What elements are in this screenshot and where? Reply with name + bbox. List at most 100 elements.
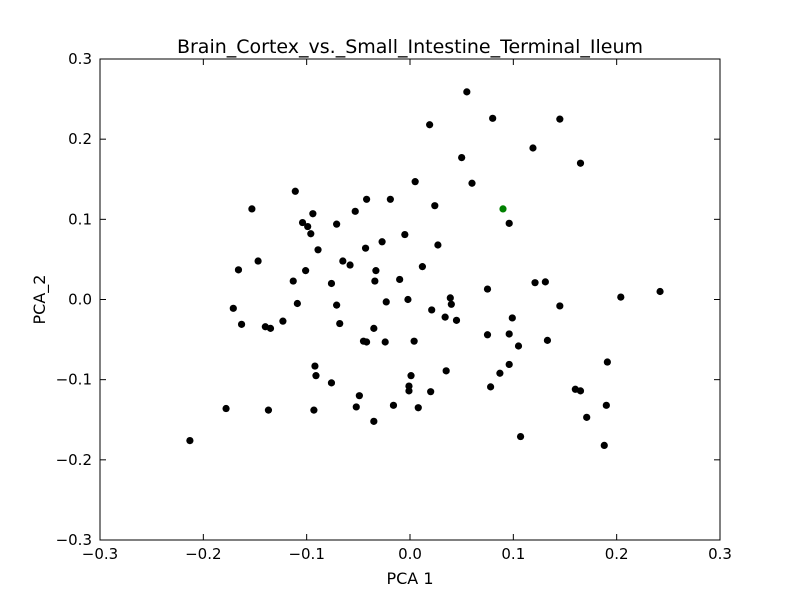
data-point bbox=[333, 220, 341, 228]
x-tick-label: −0.1 bbox=[288, 545, 324, 563]
data-point bbox=[602, 401, 610, 409]
data-point bbox=[314, 246, 322, 254]
highlighted-data-point bbox=[499, 205, 507, 213]
data-point bbox=[363, 195, 371, 203]
data-point bbox=[370, 417, 378, 425]
y-tick-label: −0.3 bbox=[56, 531, 92, 549]
data-point bbox=[386, 195, 394, 203]
data-point bbox=[309, 210, 317, 218]
data-point bbox=[389, 401, 398, 409]
data-point bbox=[298, 218, 307, 227]
data-point bbox=[304, 222, 312, 231]
data-point bbox=[381, 338, 389, 346]
data-point bbox=[234, 266, 243, 274]
data-point bbox=[556, 115, 564, 123]
data-point bbox=[363, 338, 371, 346]
data-point bbox=[431, 202, 439, 210]
data-point bbox=[556, 302, 564, 310]
data-point bbox=[222, 404, 230, 413]
data-point bbox=[410, 337, 418, 345]
data-point bbox=[371, 277, 379, 285]
data-point bbox=[426, 121, 434, 129]
data-point bbox=[496, 369, 504, 377]
data-point bbox=[302, 267, 310, 275]
data-point bbox=[508, 314, 516, 322]
y-tick-label: −0.2 bbox=[56, 451, 92, 469]
data-point bbox=[327, 279, 336, 288]
data-point bbox=[441, 313, 449, 321]
data-point bbox=[583, 413, 591, 421]
data-point bbox=[248, 205, 256, 213]
data-point bbox=[468, 179, 476, 187]
x-tick-label: 0.2 bbox=[605, 545, 629, 563]
data-point bbox=[434, 241, 442, 249]
data-point bbox=[446, 294, 454, 302]
data-point bbox=[310, 406, 318, 414]
data-point bbox=[407, 372, 415, 380]
data-point bbox=[428, 306, 436, 314]
data-point bbox=[405, 387, 413, 395]
data-point bbox=[355, 392, 363, 400]
data-point bbox=[463, 88, 471, 96]
chart-title: Brain_Cortex_vs._Small_Intestine_Termina… bbox=[177, 36, 643, 58]
data-point bbox=[414, 404, 422, 412]
y-tick-label: 0.2 bbox=[68, 130, 92, 148]
axis-ticks bbox=[99, 58, 721, 541]
data-point bbox=[576, 159, 585, 167]
data-point bbox=[372, 267, 380, 275]
x-axis-label: PCA 1 bbox=[386, 569, 433, 588]
data-point bbox=[404, 295, 412, 304]
x-tick-labels: −0.3 −0.2 −0.1 0.0 0.1 0.2 0.3 bbox=[82, 545, 732, 563]
x-tick-label: 0.1 bbox=[501, 545, 525, 563]
data-point bbox=[411, 178, 419, 186]
data-point bbox=[656, 287, 664, 296]
data-point bbox=[505, 360, 513, 369]
data-point bbox=[346, 261, 354, 269]
data-points bbox=[186, 88, 664, 450]
data-point bbox=[483, 285, 492, 293]
data-point bbox=[529, 144, 537, 152]
data-point bbox=[382, 298, 390, 306]
data-point bbox=[229, 304, 237, 312]
data-point bbox=[312, 372, 320, 380]
data-point bbox=[291, 187, 299, 195]
data-point bbox=[352, 403, 360, 411]
y-tick-label: 0.1 bbox=[68, 210, 92, 228]
x-tick-label: 0.0 bbox=[398, 545, 422, 563]
data-point bbox=[617, 293, 625, 301]
data-point bbox=[483, 331, 492, 339]
data-point bbox=[339, 257, 347, 265]
data-point bbox=[600, 441, 608, 450]
data-point bbox=[370, 324, 378, 332]
data-point bbox=[401, 230, 409, 239]
data-point bbox=[447, 300, 455, 308]
data-point bbox=[279, 317, 287, 325]
data-point bbox=[452, 316, 461, 324]
data-point bbox=[458, 154, 466, 162]
x-tick-label: −0.3 bbox=[82, 545, 118, 563]
data-point bbox=[266, 324, 275, 332]
data-point bbox=[293, 299, 301, 308]
data-point bbox=[351, 207, 359, 215]
data-point bbox=[336, 319, 344, 328]
data-point bbox=[333, 301, 341, 309]
y-tick-labels: −0.3 −0.2 −0.1 0.0 0.1 0.2 0.3 bbox=[56, 50, 92, 549]
data-point bbox=[505, 219, 513, 227]
data-point bbox=[327, 379, 336, 387]
x-tick-label: −0.2 bbox=[185, 545, 221, 563]
y-tick-label: 0.3 bbox=[68, 50, 92, 68]
data-point bbox=[487, 383, 495, 391]
data-point bbox=[254, 257, 262, 265]
data-point bbox=[505, 330, 513, 338]
data-point bbox=[378, 238, 386, 246]
data-point bbox=[427, 388, 435, 396]
y-axis-label: PCA_2 bbox=[30, 275, 50, 325]
data-point bbox=[531, 279, 539, 287]
data-point bbox=[418, 263, 426, 271]
data-point bbox=[514, 342, 523, 350]
data-point bbox=[442, 367, 450, 375]
data-point bbox=[541, 278, 549, 286]
data-point bbox=[264, 406, 273, 414]
data-point bbox=[311, 362, 319, 370]
